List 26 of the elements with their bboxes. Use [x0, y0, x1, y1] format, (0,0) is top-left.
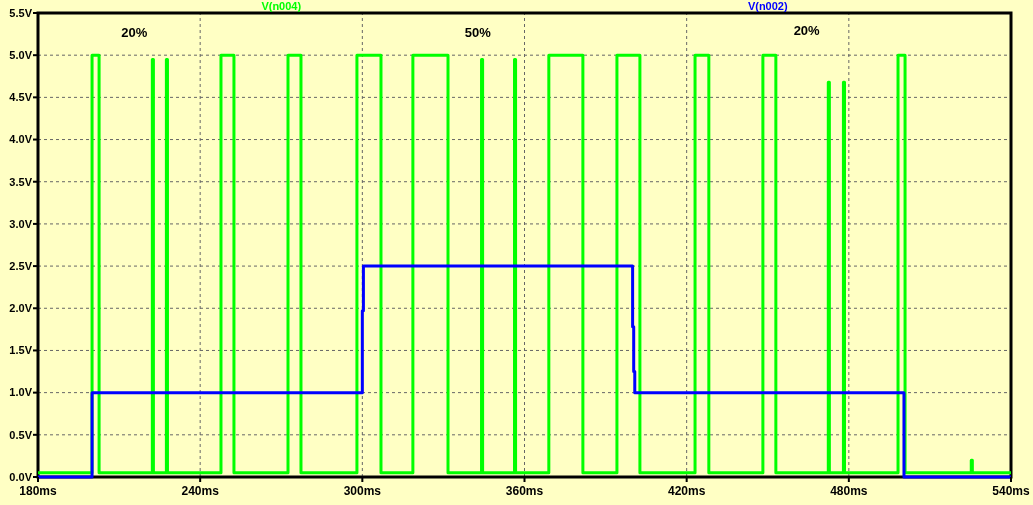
y-tick-label: 0.0V: [9, 470, 33, 483]
y-tick-label: 4.0V: [9, 133, 33, 146]
x-tick-label: 540ms: [992, 484, 1030, 498]
annotation: 20%: [121, 24, 148, 40]
y-tick-label: 4.5V: [9, 91, 33, 104]
x-tick-label: 480ms: [830, 484, 868, 498]
y-tick-label: 2.0V: [9, 302, 33, 315]
y-tick-label: 3.5V: [9, 175, 33, 188]
x-tick-label: 300ms: [343, 484, 382, 498]
line-series: [36, 53, 1013, 475]
x-tick-label: 360ms: [505, 484, 544, 498]
y-tick-label: 0.5V: [9, 428, 33, 441]
x-tick-label: 180ms: [19, 484, 57, 498]
x-tick-label: 420ms: [667, 484, 706, 498]
y-tick-label: 5.0V: [9, 49, 33, 62]
y-tick-label: 1.0V: [9, 386, 33, 399]
y-tick-label: 1.5V: [9, 344, 33, 357]
y-tick-label: 3.0V: [9, 217, 33, 230]
y-tick-label: 5.5V: [9, 6, 33, 19]
text: V(n004): [261, 0, 302, 12]
annotation: 50%: [464, 24, 492, 40]
y-tick-label: 2.5V: [9, 259, 33, 272]
text: V(n002): [747, 0, 788, 12]
line-series: [36, 264, 1013, 479]
annotation: 20%: [793, 22, 821, 38]
x-tick-label: 240ms: [181, 484, 220, 498]
